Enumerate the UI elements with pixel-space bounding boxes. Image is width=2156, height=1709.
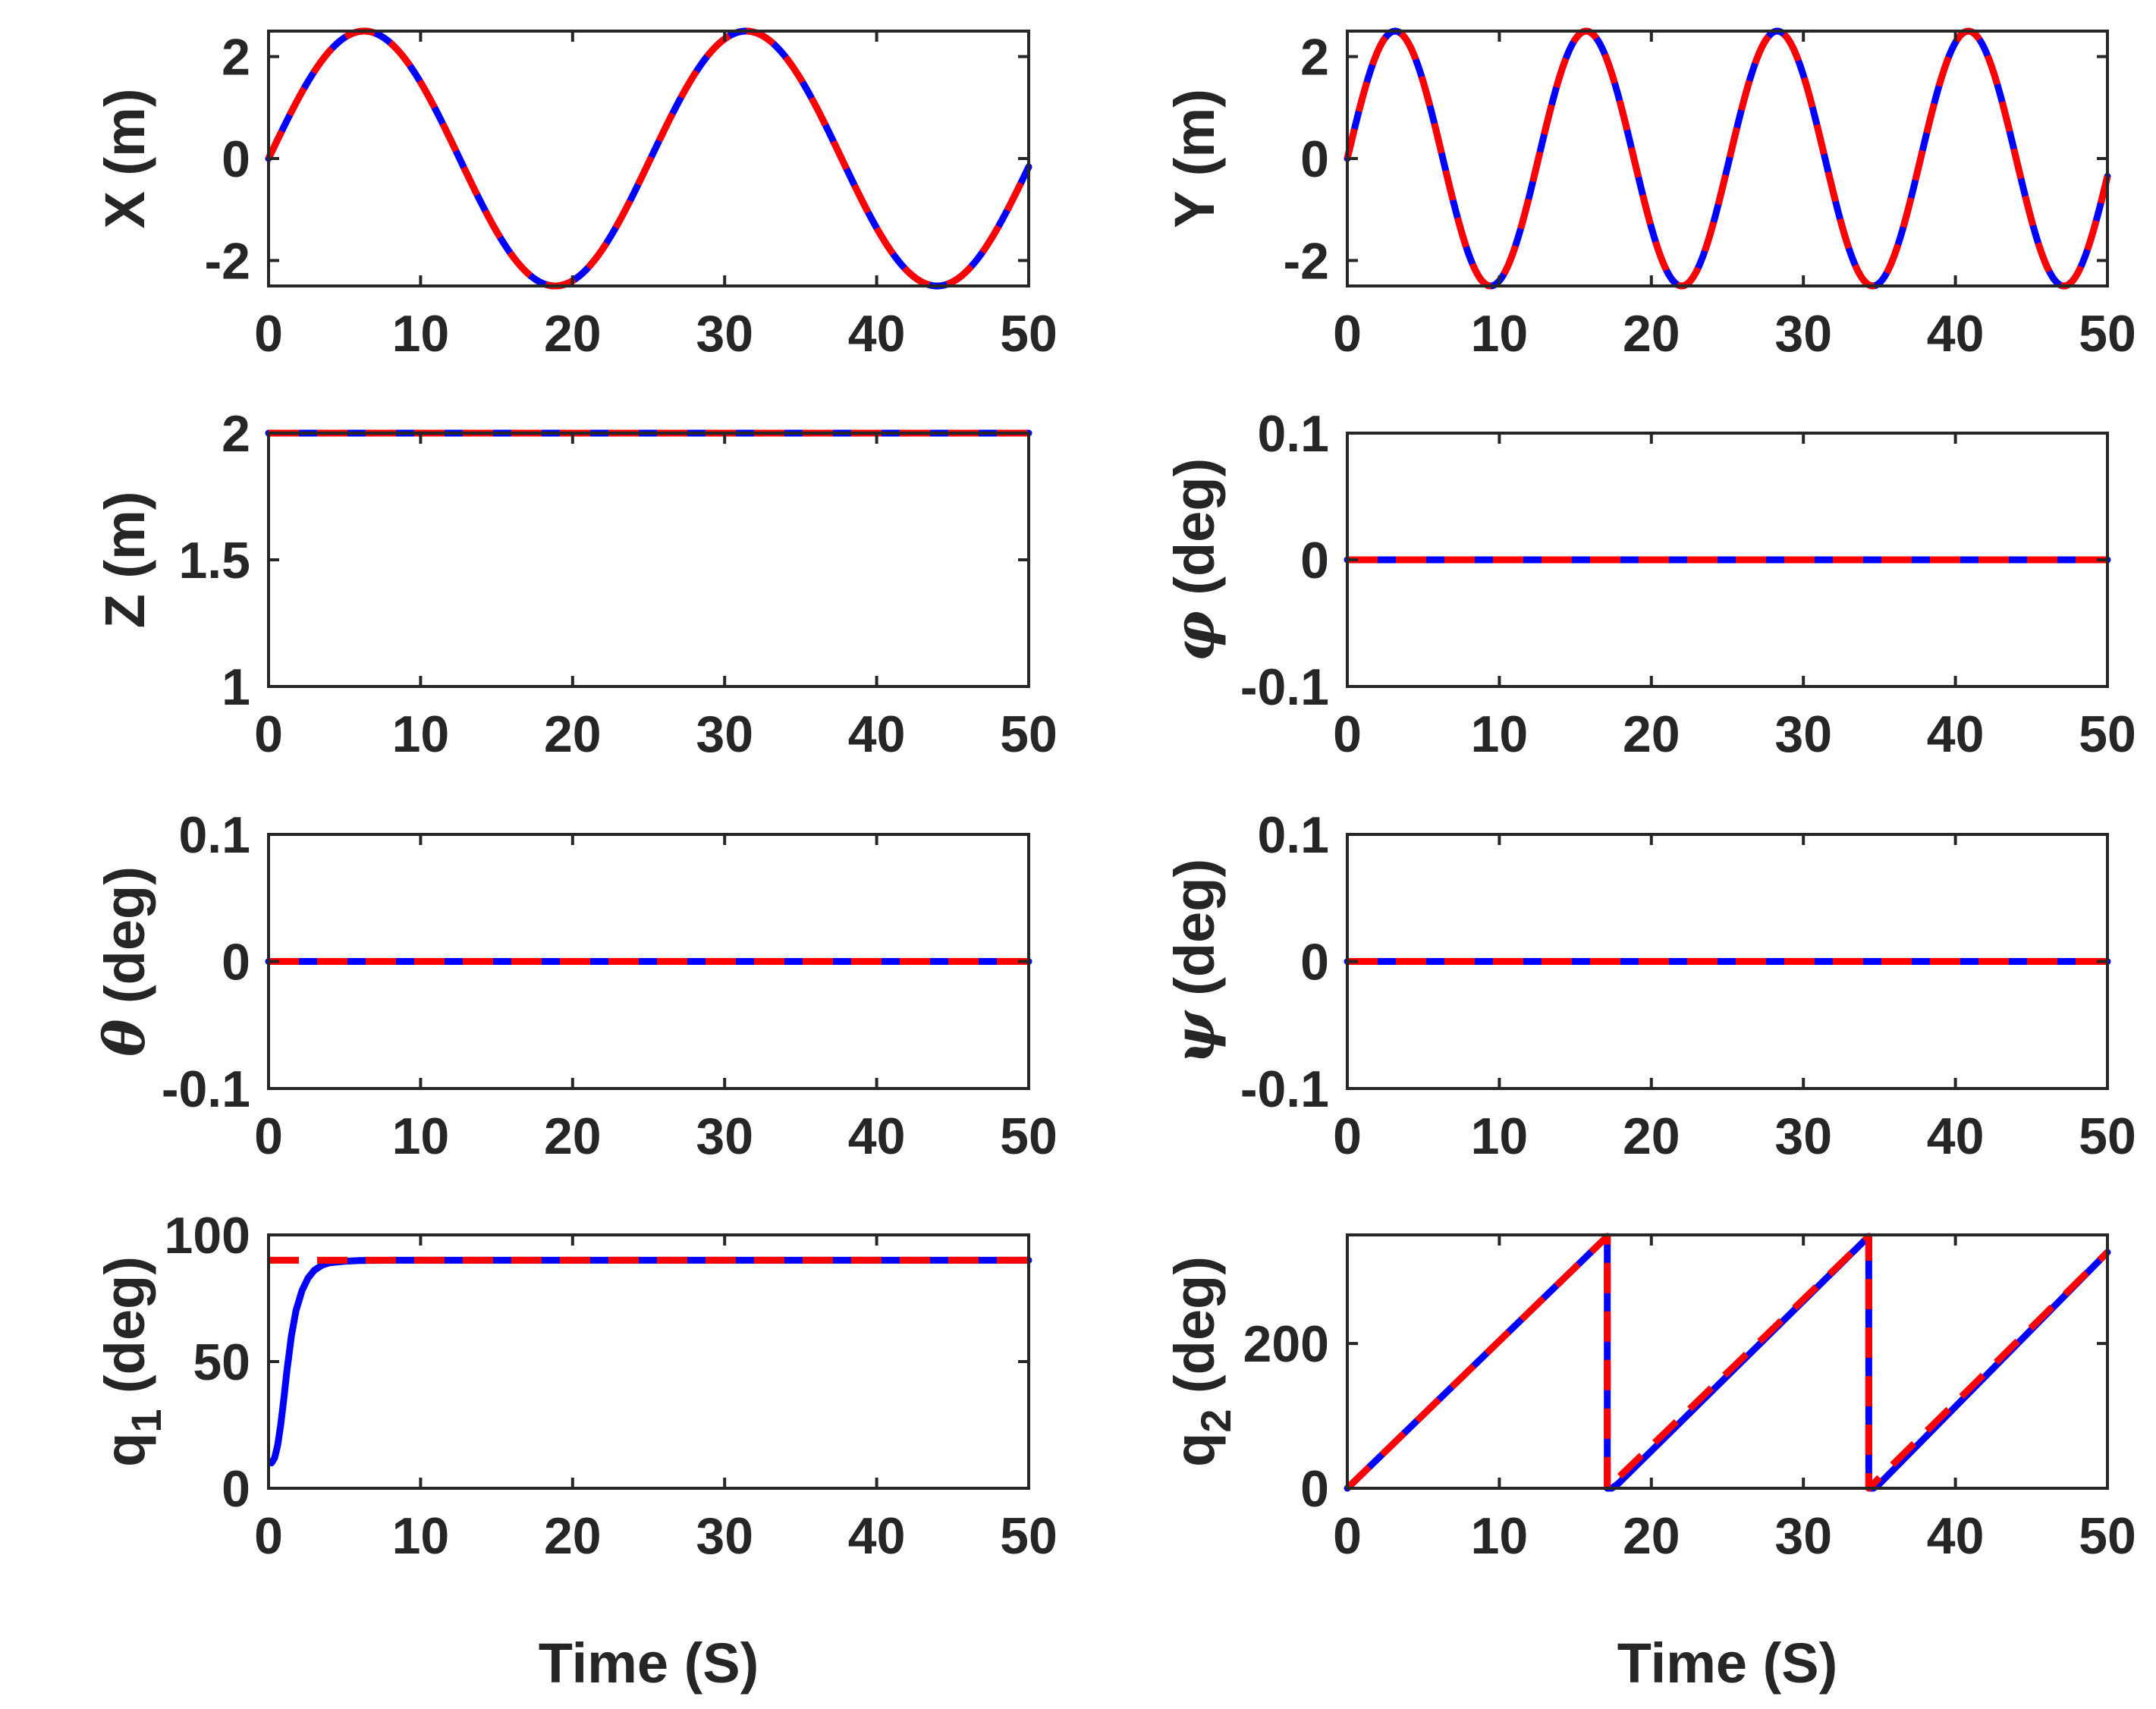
subplot-theta: 0 10 20 30 40 50-0.100.1θ (deg) (93, 806, 1058, 1165)
psi-ytick-label: 0.1 (1257, 806, 1329, 864)
x-xtick-label: 50 (1000, 305, 1058, 363)
q2-series-desired (1344, 1233, 2110, 1492)
psi-xtick-label: 30 (1774, 1107, 1832, 1165)
x-ytick-label: -2 (205, 232, 250, 290)
theta-xtick-label: 40 (848, 1107, 906, 1165)
y-xtick-label: 0 (1333, 305, 1362, 363)
q2-series-actual (1344, 1233, 2111, 1492)
psi-ytick-label: -0.1 (1240, 1060, 1329, 1118)
subplot-phi: 0 10 20 30 40 50-0.100.1φ (deg) (1162, 405, 2136, 763)
x-ytick-label: 0 (222, 130, 250, 188)
q1-xtick-label: 0 (254, 1507, 283, 1565)
psi-xtick-label: 10 (1471, 1107, 1529, 1165)
x-xtick-label: 10 (392, 305, 450, 363)
q2-xtick-label: 40 (1927, 1507, 1985, 1565)
phi-ytick-label: 0.1 (1257, 405, 1329, 463)
theta-xtick-label: 10 (392, 1107, 450, 1165)
phi-xtick-label: 30 (1774, 705, 1832, 763)
psi-ylabel: ψ (deg) (1162, 859, 1227, 1064)
x-xtick-label: 0 (254, 305, 283, 363)
z-xtick-label: 40 (848, 705, 906, 763)
psi-xtick-label: 0 (1333, 1107, 1362, 1165)
y-xtick-label: 30 (1774, 305, 1832, 363)
phi-ytick-label: -0.1 (1240, 658, 1329, 716)
q1-ylabel: q1 (deg) (93, 1256, 170, 1467)
z-axes-frame (267, 432, 1030, 688)
phi-xtick-label: 10 (1471, 705, 1529, 763)
psi-xtick-label: 50 (2079, 1107, 2136, 1165)
q2-xlabel: Time (S) (1617, 1632, 1838, 1695)
subplot-psi: 0 10 20 30 40 50-0.100.1ψ (deg) (1162, 806, 2136, 1165)
q2-xtick-label: 50 (2079, 1507, 2136, 1565)
q1-xtick-label: 50 (1000, 1507, 1058, 1565)
q1-ytick-label: 50 (193, 1334, 250, 1391)
q2-xtick-label: 0 (1333, 1507, 1362, 1565)
phi-xtick-label: 0 (1333, 705, 1362, 763)
z-xtick-label: 10 (392, 705, 450, 763)
z-xtick-label: 50 (1000, 705, 1058, 763)
phi-xtick-label: 20 (1623, 705, 1680, 763)
q2-xtick-label: 30 (1774, 1507, 1832, 1565)
q2-ylabel: q2 (deg) (1163, 1256, 1240, 1467)
y-xtick-label: 40 (1927, 305, 1985, 363)
q1-xlabel: Time (S) (539, 1632, 759, 1695)
phi-ylabel: φ (deg) (1162, 458, 1227, 661)
z-ytick-label: 1 (222, 658, 250, 716)
q1-xtick-label: 10 (392, 1507, 450, 1565)
theta-ytick-label: -0.1 (162, 1060, 250, 1118)
subplot-z: 0 10 20 30 40 50 1 1.5 2 Z (m) (93, 405, 1058, 763)
theta-xtick-label: 50 (1000, 1107, 1058, 1165)
q1-xtick-label: 20 (544, 1507, 602, 1565)
y-xtick-label: 50 (2079, 305, 2136, 363)
psi-ytick-label: 0 (1300, 934, 1329, 991)
theta-xtick-label: 0 (254, 1107, 283, 1165)
x-xtick-label: 40 (848, 305, 906, 363)
x-xtick-label: 30 (696, 305, 753, 363)
x-ylabel: X (m) (93, 89, 156, 229)
psi-xtick-label: 40 (1927, 1107, 1985, 1165)
phi-xtick-label: 50 (2079, 705, 2136, 763)
theta-ylabel: θ (deg) (93, 866, 158, 1057)
y-ytick-label: 2 (1300, 29, 1329, 86)
y-ytick-label: -2 (1284, 232, 1329, 290)
q2-ytick-label: 200 (1243, 1315, 1329, 1373)
y-ylabel: Y (m) (1163, 89, 1226, 228)
q1-xtick-label: 30 (696, 1507, 753, 1565)
z-xtick-label: 20 (544, 705, 602, 763)
q2-axes-frame (1346, 1233, 2109, 1490)
x-ytick-label: 2 (222, 29, 250, 86)
z-ytick-label: 2 (222, 405, 250, 463)
psi-xtick-label: 20 (1623, 1107, 1680, 1165)
q1-ytick-label: 100 (165, 1207, 250, 1264)
x-xtick-label: 20 (544, 305, 602, 363)
y-xtick-label: 20 (1623, 305, 1680, 363)
z-ytick-label: 1.5 (178, 532, 250, 589)
q2-xtick-label: 10 (1471, 1507, 1529, 1565)
y-series-desired (1344, 27, 2111, 290)
theta-xtick-label: 20 (544, 1107, 602, 1165)
z-ylabel: Z (m) (93, 492, 156, 629)
y-ytick-label: 0 (1300, 130, 1329, 188)
z-xtick-label: 30 (696, 705, 753, 763)
theta-xtick-label: 30 (696, 1107, 753, 1165)
phi-xtick-label: 40 (1927, 705, 1985, 763)
x-series-desired (265, 27, 1032, 290)
theta-ytick-label: 0.1 (178, 806, 250, 864)
q1-ytick-label: 0 (222, 1460, 250, 1518)
theta-ytick-label: 0 (222, 934, 250, 991)
q1-series-actual (268, 1256, 1032, 1467)
q2-ytick-label: 0 (1300, 1460, 1329, 1518)
q2-xtick-label: 20 (1623, 1507, 1680, 1565)
q1-axes-frame (267, 1233, 1030, 1490)
q1-xtick-label: 40 (848, 1507, 906, 1565)
y-xtick-label: 10 (1471, 305, 1529, 363)
phi-ytick-label: 0 (1300, 532, 1329, 589)
z-xtick-label: 0 (254, 705, 283, 763)
